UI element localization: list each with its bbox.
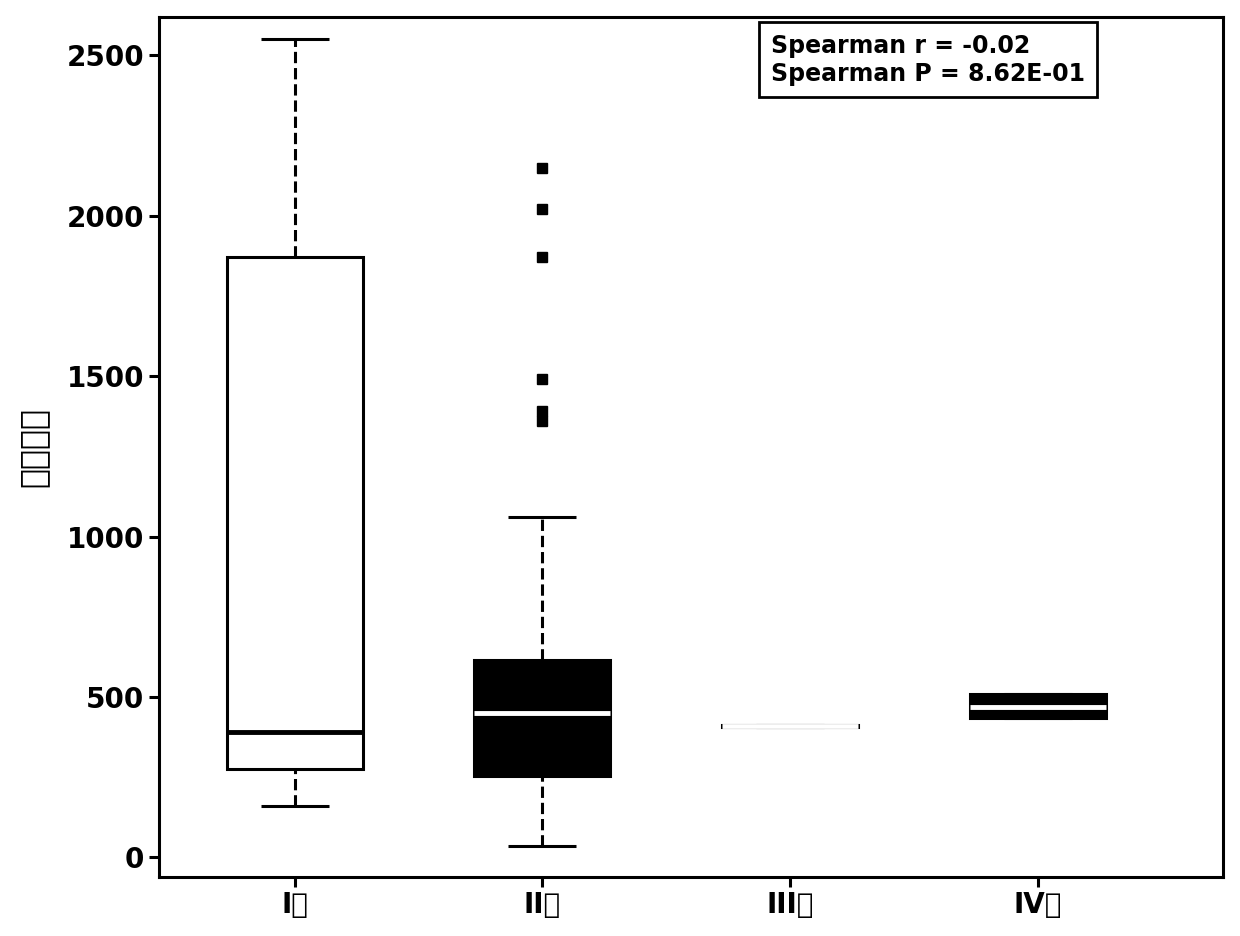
Bar <box>474 660 610 776</box>
Bar <box>227 257 363 769</box>
Bar <box>970 694 1106 718</box>
Bar <box>722 725 858 726</box>
Text: Spearman r = -0.02
Spearman P = 8.62E-01: Spearman r = -0.02 Spearman P = 8.62E-01 <box>771 34 1085 86</box>
Y-axis label: 生存天数: 生存天数 <box>16 407 50 487</box>
